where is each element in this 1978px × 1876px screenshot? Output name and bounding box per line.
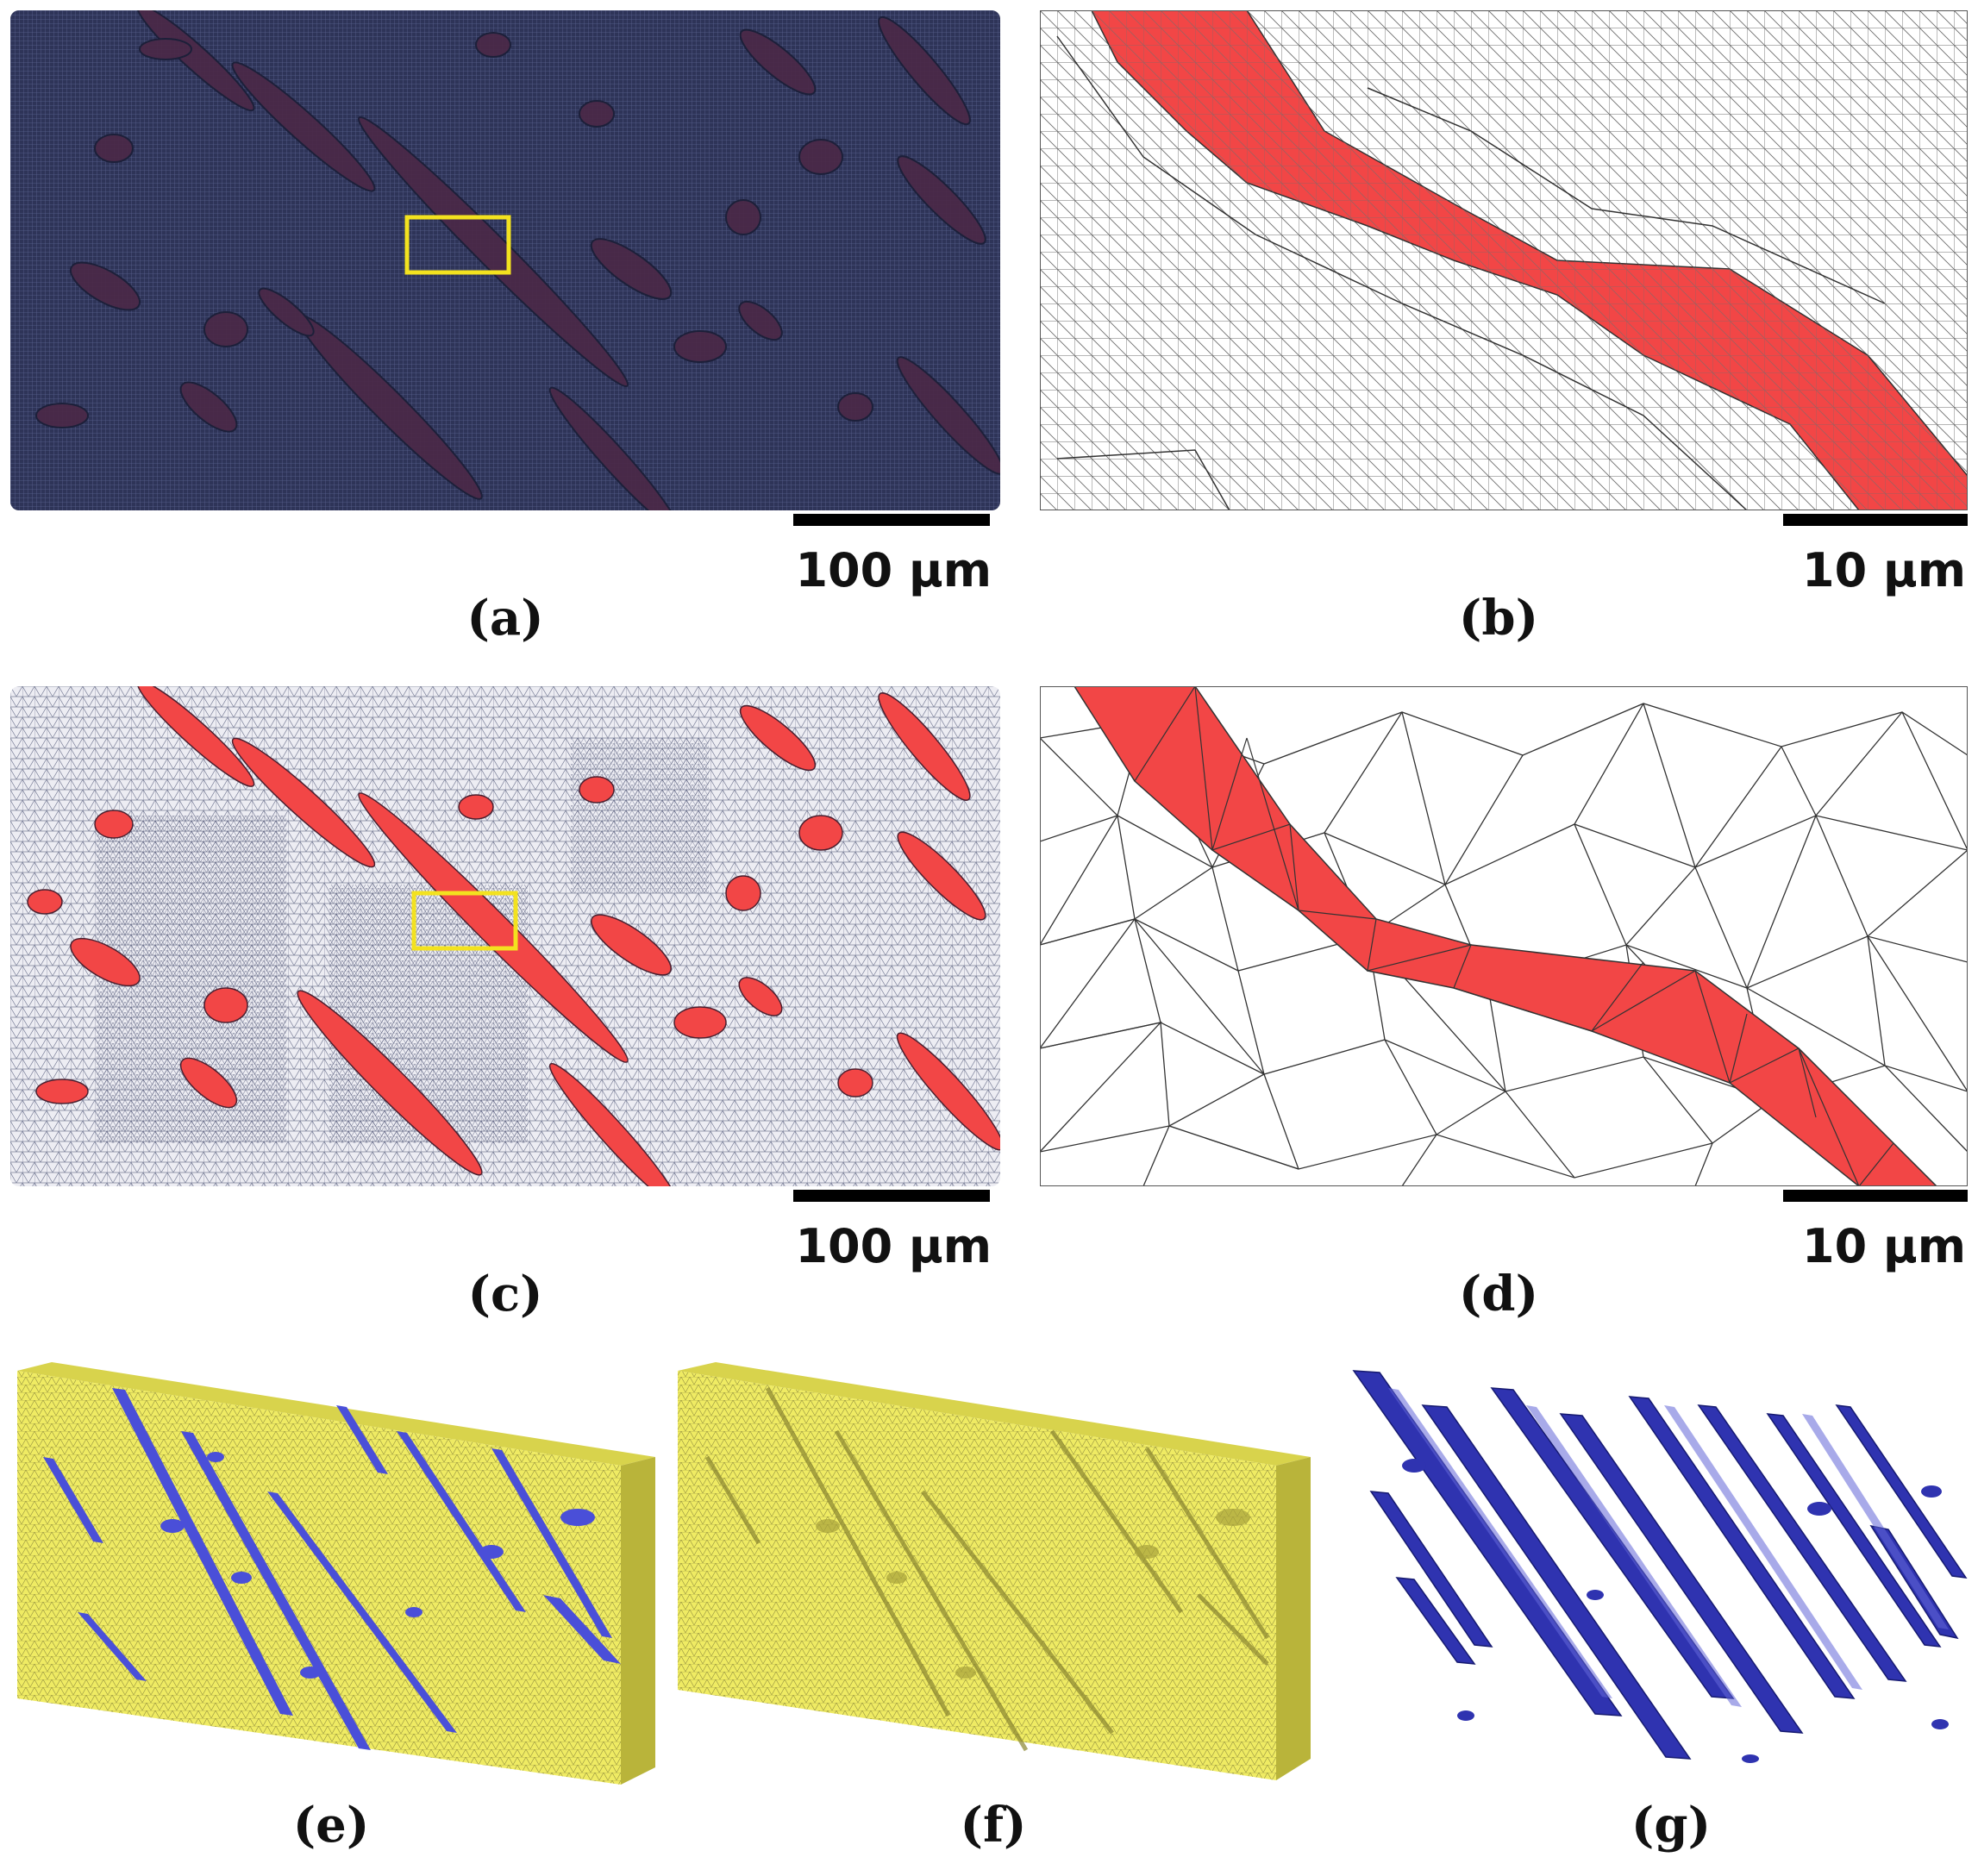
- panel-f-image: [673, 1354, 1311, 1785]
- panel-g-image: [1336, 1354, 1975, 1785]
- scale-label-d: 10 µm: [1802, 1219, 1966, 1273]
- caption-d: (d): [1458, 1266, 1539, 1323]
- scale-label-b: 10 µm: [1802, 543, 1966, 597]
- caption-a: (a): [466, 590, 544, 647]
- panel-d-image: [1040, 686, 1968, 1186]
- scale-bar-d: [1783, 1190, 1968, 1202]
- caption-f: (f): [960, 1797, 1027, 1854]
- scale-bar-b: [1783, 514, 1968, 526]
- caption-e: (e): [292, 1797, 370, 1854]
- panel-b-image: [1040, 10, 1968, 510]
- caption-b: (b): [1458, 590, 1539, 647]
- scale-bar-c: [793, 1190, 990, 1202]
- panel-c-image: [10, 686, 1000, 1186]
- scale-bar-a: [793, 514, 990, 526]
- caption-g: (g): [1631, 1797, 1712, 1854]
- scale-label-c: 100 µm: [795, 1219, 992, 1273]
- caption-c: (c): [467, 1266, 543, 1323]
- panel-e-image: [9, 1354, 655, 1785]
- panel-a-image: [10, 10, 1000, 510]
- scale-label-a: 100 µm: [795, 543, 992, 597]
